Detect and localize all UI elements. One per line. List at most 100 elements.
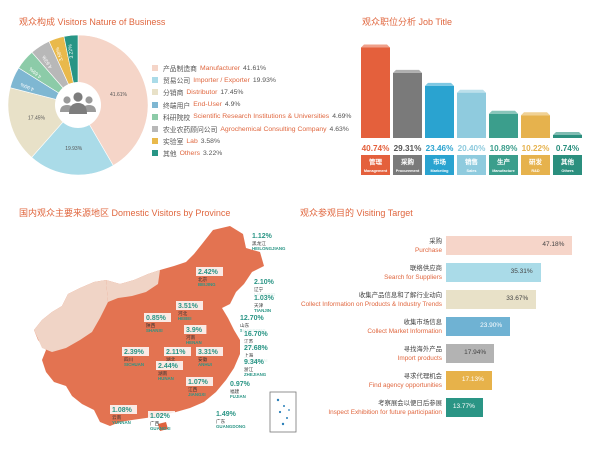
province-label-bg (164, 347, 191, 356)
province-label-bg (242, 329, 274, 338)
legend-label-en: End-User (193, 101, 222, 109)
province-name-en: HENAN (186, 340, 202, 345)
target-value: 33.67% (506, 295, 529, 302)
legend-label-cn: 产品制造商 (163, 66, 197, 74)
people-icon (60, 92, 96, 114)
job-bar (553, 135, 582, 138)
job-label-cn: 生产 (497, 157, 511, 166)
province-name-cn: 江苏 (244, 338, 254, 345)
job-label-en: Manufacture (492, 169, 515, 173)
province-label-bg (250, 231, 277, 240)
province-name-cn: 山东 (240, 322, 250, 329)
job-label-box (425, 155, 454, 175)
target-value: 47.18% (542, 241, 565, 248)
province-label-bg (156, 361, 183, 370)
province-value: 2.42% (198, 269, 219, 276)
china-map-north (106, 270, 160, 302)
legend-label-en: Agrochemical Consulting Company (220, 125, 327, 133)
target-label-cn: 联络供应商 (410, 265, 442, 272)
province-name-cn: 北京 (198, 276, 208, 283)
legend-value: 41.61% (243, 64, 267, 72)
province-value: 2.39% (124, 349, 145, 356)
province-value: 9.34% (244, 359, 265, 366)
province-name-en: ZHEJIANG (244, 372, 267, 377)
legend-label-cn: 贸易公司 (163, 78, 191, 86)
target-label-en: Inspect Exhibition for future participat… (328, 408, 442, 416)
province-label-bg (242, 357, 269, 366)
job-value-label: 29.31% (394, 144, 422, 153)
job-label-box (521, 155, 550, 175)
target-row: 联络供应商 Search for Suppliers 35.31% (300, 263, 580, 285)
job-value-label: 40.74% (362, 144, 390, 153)
legend-value: 4.69% (332, 113, 352, 121)
province-label-bg (184, 325, 207, 334)
target-label-cn: 寻求代理机会 (403, 373, 442, 380)
target-label: 联络供应商 Search for Suppliers (384, 265, 442, 282)
province-value: 3.9% (186, 327, 203, 334)
province-name-en: YUNNAN (112, 420, 131, 425)
job-label-cn: 市场 (433, 157, 447, 166)
legend-item: 农业农药顾问公司 Agrochemical Consulting Company 4… (152, 123, 349, 135)
province-label-bg (228, 379, 255, 388)
legend-value: 4.63% (329, 125, 349, 133)
job-bar-chart: 40.74% 管理 Management 29.31% 采购 Procurement 23.… (361, 44, 582, 175)
legend-item: 终端用户 End-User 4.9% (152, 99, 312, 111)
province-value: 0.97% (230, 381, 251, 388)
target-label-cn: 考察展会以便日后参展 (378, 400, 442, 407)
job-label-cn: 销售 (465, 157, 478, 166)
province-name-cn: 云南 (112, 414, 122, 421)
job-value-label: 23.46% (426, 144, 454, 153)
south-sea-islands (276, 398, 290, 426)
target-label-cn: 收集产品信息和了解行业动向 (358, 292, 442, 299)
job-value-label: 20.40% (458, 144, 486, 153)
job-label-cn: 其他 (561, 157, 575, 166)
province-value: 1.03% (254, 295, 275, 302)
province-label-bg (144, 313, 171, 322)
job-label-en: Procurement (396, 169, 420, 173)
province-name-en: ANHUI (198, 362, 212, 367)
job-label-box (361, 155, 390, 175)
south-sea-inset (269, 391, 297, 433)
job-label-en: Marketing (431, 169, 450, 173)
job-label-en: Sales (467, 169, 477, 173)
target-row: 收集市场信息 Collect Market Information 23.90% (300, 317, 580, 339)
job-label-box (457, 155, 486, 175)
pie-slice (77, 34, 149, 166)
job-bar-top (361, 44, 390, 48)
legend-label-cn: 终端用户 (163, 102, 191, 110)
province-name-en: JIANGXI (188, 392, 206, 397)
province-value: 1.08% (112, 407, 133, 414)
province-name-cn: 广西 (150, 420, 160, 427)
province-name-cn: 安徽 (198, 356, 208, 363)
province-value: 0.85% (146, 315, 167, 322)
legend-label-cn: 分销商 (163, 90, 184, 98)
legend-label-en: Scientific Research Institutions & Unive… (193, 113, 330, 121)
legend-label-cn: 实验室 (163, 139, 184, 147)
job-bar (457, 92, 486, 138)
province-name-cn: 浙江 (244, 366, 254, 373)
province-label-bg (176, 301, 203, 310)
target-bar (446, 317, 511, 336)
province-value: 1.02% (150, 413, 171, 420)
target-label-cn: 收集市场信息 (403, 319, 442, 326)
legend-item: 产品制造商 Manufacturer 41.61% (152, 62, 312, 74)
job-label-cn: 采购 (401, 157, 415, 166)
legend-item: 贸易公司 Importer / Exporter 19.93% (152, 74, 312, 86)
target-bar (446, 371, 492, 390)
province-name-cn: 湖南 (158, 370, 168, 377)
legend-swatch (152, 77, 158, 84)
pie-slice-label: 3.58% (55, 46, 65, 62)
job-label-box (553, 155, 582, 175)
job-bar-top (425, 82, 454, 86)
pie-slice-label: 4.90% (19, 81, 35, 92)
target-bar (446, 398, 483, 417)
pie-slice-label: 41.61% (110, 92, 128, 98)
target-label-cn: 采购 (429, 238, 442, 245)
province-label-bg (214, 409, 241, 418)
target-bar (446, 344, 495, 363)
